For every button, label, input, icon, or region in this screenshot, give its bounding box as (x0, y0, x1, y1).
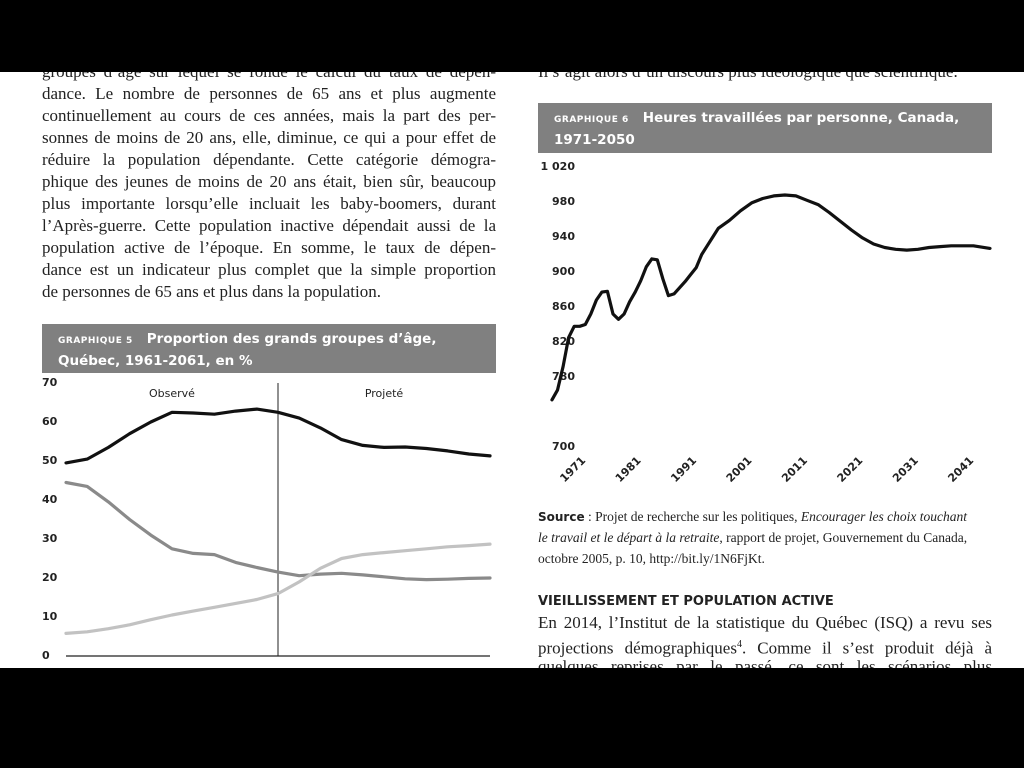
x-tick-label: 1971 (557, 454, 588, 485)
text-line: l’Après-guerre. Cette population inactiv… (42, 216, 496, 235)
source-line: Source : Projet de recherche sur les pol… (538, 506, 967, 528)
y-tick-label: 50 (42, 454, 58, 467)
y-tick-label: 40 (42, 493, 58, 506)
text-line: réduire la population dépendante. Cette … (42, 150, 496, 169)
text-line: population active de l’époque. En somme,… (42, 238, 496, 257)
source-text: Encourager les choix touchant (800, 509, 968, 524)
source-text: , rapport de projet, Gouvernement du Can… (719, 530, 968, 545)
x-tick-label: 1981 (613, 454, 644, 485)
y-tick-label: 820 (552, 335, 575, 348)
annotation: Observé (149, 387, 195, 400)
source-text: octobre 2005, p. 10, http://bit.ly/1N6Fj… (538, 551, 765, 566)
top-band (0, 0, 1024, 72)
chart-title: Heures travaillées par personne, Canada,… (554, 110, 960, 148)
y-tick-label: 1 020 (541, 160, 576, 173)
source-text: : Projet de recherche sur les politiques… (587, 509, 801, 524)
text: . Comme il s’est produit déjà à (741, 638, 992, 658)
chart-header: GRAPHIQUE 5 Proportion des grands groupes… (42, 324, 496, 373)
source-line: octobre 2005, p. 10, http://bit.ly/1N6Fj… (538, 548, 765, 569)
data-line (64, 542, 492, 635)
y-tick-label: 980 (552, 195, 575, 208)
text-line: continuellement au cours de ces années, … (42, 106, 496, 125)
y-tick-label: 30 (42, 532, 58, 545)
chart-label: GRAPHIQUE 5 (58, 336, 133, 346)
x-tick-label: 2031 (890, 454, 921, 485)
x-tick-label: 2041 (945, 454, 976, 485)
text-line: de personnes de 65 ans et plus dans la p… (42, 282, 381, 301)
source-text: le travail et le départ à la retraite (538, 530, 720, 545)
text-line: plus importante lorsqu’elle incluait les… (42, 194, 496, 213)
y-tick-label: 860 (552, 300, 575, 313)
x-tick-label: 2001 (724, 454, 755, 485)
y-tick-label: 700 (552, 440, 575, 453)
y-tick-label: 20 (42, 571, 58, 584)
source-line: le travail et le départ à la retraite, r… (538, 527, 967, 548)
source-label: Source (538, 510, 585, 524)
footnote-ref: 4 (736, 639, 742, 650)
y-tick-label: 900 (552, 265, 575, 278)
x-tick-label: 1991 (668, 454, 699, 485)
chart-header: GRAPHIQUE 6 Heures travaillées par person… (538, 103, 992, 153)
chart-title: Proportion des grands groupes d’âge, Qué… (58, 331, 437, 369)
y-tick-label: 780 (552, 370, 575, 383)
y-tick-label: 940 (552, 230, 575, 243)
text-line: dance. Le nombre de personnes de 65 ans … (42, 84, 496, 103)
annotation: Projeté (365, 387, 404, 400)
chart-label: GRAPHIQUE 6 (554, 115, 629, 125)
y-tick-label: 70 (42, 376, 58, 389)
text-line: projections démographiques4. Comme il s’… (538, 634, 992, 660)
x-tick-label: 2021 (835, 454, 866, 485)
data-line (64, 480, 492, 582)
bottom-band (0, 668, 1024, 768)
y-tick-label: 0 (42, 649, 50, 662)
data-line (550, 193, 992, 402)
text: projections démographiques (538, 638, 737, 658)
section-heading: VIEILLISSEMENT ET POPULATION ACTIVE (538, 594, 834, 609)
y-tick-label: 10 (42, 610, 58, 623)
text-line: sonnes de moins de 20 ans, elle, diminue… (42, 128, 496, 147)
x-tick-label: 2011 (779, 454, 810, 485)
text-line: phique des jeunes de moins de 20 ans éta… (42, 172, 496, 191)
y-tick-label: 60 (42, 415, 58, 428)
text-line: En 2014, l’Institut de la statistique du… (538, 613, 992, 632)
data-line (64, 407, 492, 465)
text-line: dance est un indicateur plus complet que… (42, 260, 496, 279)
